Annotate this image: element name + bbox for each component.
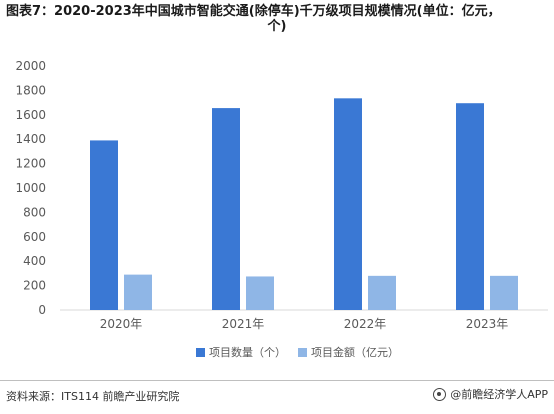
bar-chart: 0 200 400 600 800 1000 1200 1400 1600 1800 2000 20… xyxy=(15,59,548,359)
y-tick-label: 400 xyxy=(23,254,46,268)
legend-swatch-1 xyxy=(298,348,307,357)
brand-logo-icon xyxy=(433,387,447,401)
y-tick-label: 1600 xyxy=(15,108,46,122)
y-tick-label: 2000 xyxy=(15,59,46,73)
y-tick-label: 1800 xyxy=(15,83,46,97)
y-axis: 0 200 400 600 800 1000 1200 1400 1600 1800 2000 xyxy=(15,59,46,317)
x-axis-labels: 2020年 2021年 2022年 2023年 xyxy=(100,317,509,331)
bar-project-count-0 xyxy=(90,140,118,310)
y-tick-label: 1200 xyxy=(15,157,46,171)
y-tick-label: 800 xyxy=(23,205,46,219)
x-tick-label: 2023年 xyxy=(466,317,509,331)
footer-brand: @前瞻经济学人APP xyxy=(433,386,548,402)
x-tick-label: 2022年 xyxy=(344,317,387,331)
y-tick-label: 1400 xyxy=(15,132,46,146)
legend-label-1: 项目金额（亿元） xyxy=(311,345,399,359)
y-tick-label: 600 xyxy=(23,230,46,244)
legend: 项目数量（个） 项目金额（亿元） xyxy=(196,345,399,359)
bar-project-amount-1 xyxy=(246,276,274,310)
x-tick-label: 2020年 xyxy=(100,317,143,331)
bar-project-count-1 xyxy=(212,108,240,310)
legend-swatch-0 xyxy=(196,348,205,357)
y-tick-label: 200 xyxy=(23,279,46,293)
bars-group xyxy=(90,98,518,311)
footer-divider xyxy=(0,380,554,381)
footer-brand-text: @前瞻经济学人APP xyxy=(450,388,548,401)
chart-title: 图表7：2020-2023年中国城市智能交通(除停车)千万级项目规模情况(单位：… xyxy=(6,4,548,34)
footer-source: 资料来源：ITS114 前瞻产业研究院 xyxy=(6,390,180,403)
chart-title-line1: 图表7：2020-2023年中国城市智能交通(除停车)千万级项目规模情况(单位：… xyxy=(6,4,501,19)
x-tick-label: 2021年 xyxy=(222,317,265,331)
bar-project-count-2 xyxy=(334,98,362,310)
bar-project-amount-3 xyxy=(490,275,518,310)
bar-project-amount-2 xyxy=(368,275,396,310)
bar-project-count-3 xyxy=(456,103,484,311)
y-tick-label: 1000 xyxy=(15,181,46,195)
y-tick-label: 0 xyxy=(38,303,46,317)
bar-project-amount-0 xyxy=(124,274,152,310)
legend-label-0: 项目数量（个） xyxy=(209,346,286,359)
chart-area: 0 200 400 600 800 1000 1200 1400 1600 1800 2000 20… xyxy=(0,50,554,380)
chart-title-line2: 个) xyxy=(267,19,287,34)
